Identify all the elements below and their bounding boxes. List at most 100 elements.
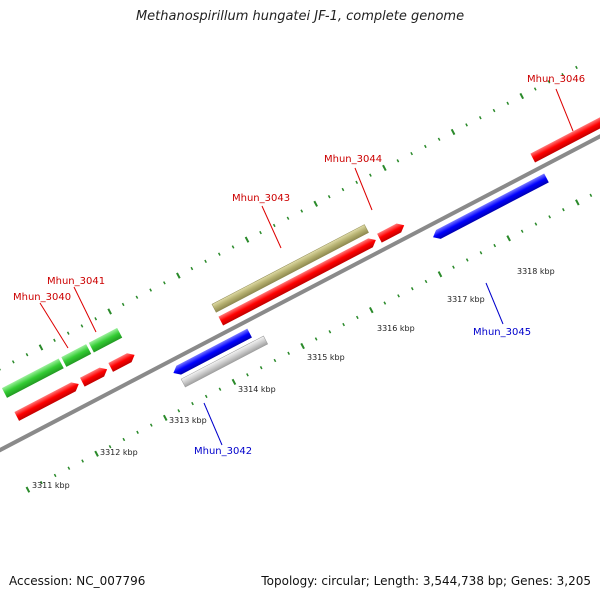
gc-segment	[1, 358, 64, 398]
major-tick	[313, 200, 318, 207]
minor-tick	[0, 367, 1, 371]
feature-grey-track[interactable]	[180, 335, 269, 388]
major-tick	[244, 236, 250, 243]
gc-segment	[61, 344, 92, 367]
gene-label-mhun-3041[interactable]: Mhun_3041	[47, 276, 105, 287]
minor-tick	[149, 288, 153, 292]
scale-label-3316: 3316 kbp	[377, 324, 415, 333]
minor-tick	[287, 351, 291, 355]
gene-mhun-3041b[interactable]	[108, 350, 137, 372]
map-title: Methanospirillum hungatei JF-1, complete…	[135, 9, 465, 24]
gene-label-mhun-3043[interactable]: Mhun_3043	[232, 193, 290, 204]
minor-tick	[424, 144, 427, 149]
major-tick	[450, 128, 456, 136]
reverse-strand	[171, 173, 549, 378]
minor-tick	[190, 266, 194, 271]
minor-tick	[66, 331, 70, 335]
feature-mhun-3043-track[interactable]	[211, 224, 369, 313]
feature-bar-grey[interactable]	[180, 335, 269, 388]
gene-mhun-3044[interactable]	[377, 221, 406, 243]
minor-tick	[410, 151, 413, 156]
major-tick	[369, 306, 374, 314]
minor-tick	[136, 430, 139, 434]
minor-tick	[53, 473, 57, 478]
minor-tick	[493, 243, 497, 248]
major-tick	[38, 344, 44, 351]
minor-tick	[341, 187, 345, 192]
minor-tick	[67, 466, 71, 470]
minor-tick	[383, 301, 387, 305]
minor-tick	[492, 108, 496, 113]
forward-strand	[14, 110, 600, 421]
label-leader	[354, 167, 373, 211]
label-leader	[485, 282, 504, 325]
scale-label-3315: 3315 kbp	[307, 353, 345, 362]
major-tick	[107, 308, 112, 315]
minor-tick	[314, 337, 318, 341]
scale-labels: 3311 kbp 3312 kbp 3313 kbp 3314 kbp 3315…	[32, 267, 555, 490]
minor-tick	[122, 437, 126, 442]
major-tick	[382, 164, 387, 171]
major-tick	[519, 92, 525, 100]
minor-tick	[81, 459, 84, 463]
major-tick	[231, 378, 237, 386]
minor-tick	[397, 294, 400, 298]
label-leader	[555, 88, 574, 132]
minor-tick	[286, 216, 290, 220]
minor-tick	[562, 208, 565, 212]
major-tick	[94, 450, 99, 457]
scale-label-3317: 3317 kbp	[447, 295, 485, 304]
minor-tick	[369, 173, 372, 177]
label-leader	[73, 286, 97, 333]
scale-label-3311: 3311 kbp	[32, 481, 70, 490]
minor-tick	[561, 72, 565, 77]
major-tick	[176, 272, 181, 279]
minor-tick	[328, 330, 332, 334]
genome-summary: Topology: circular; Length: 3,544,738 bp…	[261, 574, 591, 588]
scale-label-3314: 3314 kbp	[238, 385, 276, 394]
scale-label-3313: 3313 kbp	[169, 416, 207, 425]
feature-bar[interactable]	[211, 224, 369, 313]
gene-mhun-3043[interactable]	[218, 236, 378, 326]
minor-tick	[465, 258, 469, 262]
gene-mhun-3046[interactable]	[530, 110, 600, 163]
minor-tick	[191, 401, 194, 406]
minor-tick	[342, 322, 345, 327]
minor-tick	[452, 265, 455, 269]
label-leader	[203, 402, 223, 446]
gene-label-mhun-3046[interactable]: Mhun_3046	[527, 74, 585, 85]
tick-track-upper	[0, 65, 578, 371]
minor-tick	[396, 159, 400, 163]
minor-tick	[204, 259, 207, 264]
genome-backbone	[0, 126, 600, 454]
gene-label-mhun-3040[interactable]: Mhun_3040	[13, 292, 71, 303]
minor-tick	[53, 338, 56, 343]
minor-tick	[108, 444, 112, 449]
gene-mhun-3045[interactable]	[431, 173, 549, 241]
gene-labels: Mhun_3040 Mhun_3041 Mhun_3042 Mhun_3043 …	[13, 74, 585, 457]
minor-tick	[424, 279, 428, 284]
minor-tick	[11, 360, 15, 364]
minor-tick	[520, 229, 524, 233]
minor-tick	[533, 87, 537, 91]
minor-tick	[575, 65, 578, 70]
gene-label-mhun-3042[interactable]: Mhun_3042	[194, 446, 252, 457]
minor-tick	[40, 480, 43, 485]
gene-mhun-3042[interactable]	[171, 328, 252, 378]
gene-label-mhun-3044[interactable]: Mhun_3044	[324, 154, 382, 165]
gene-mhun-3041[interactable]	[79, 365, 109, 387]
minor-tick	[410, 287, 414, 291]
minor-tick	[478, 116, 482, 120]
major-tick	[437, 271, 443, 278]
minor-tick	[465, 123, 468, 127]
minor-tick	[589, 193, 593, 198]
minor-tick	[231, 245, 235, 249]
minor-tick	[25, 353, 29, 357]
gene-label-mhun-3045[interactable]: Mhun_3045	[473, 327, 531, 338]
gc-track	[1, 327, 123, 398]
minor-tick	[121, 302, 125, 307]
minor-tick	[437, 137, 441, 141]
minor-tick	[355, 315, 359, 320]
gene-mhun-3040[interactable]	[14, 380, 81, 421]
